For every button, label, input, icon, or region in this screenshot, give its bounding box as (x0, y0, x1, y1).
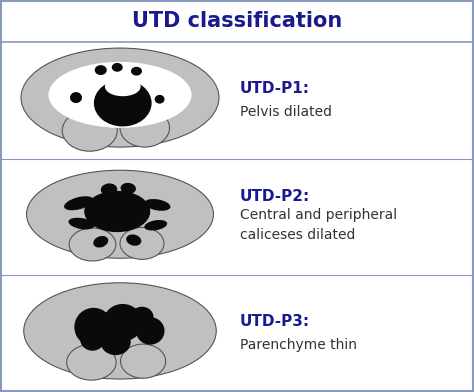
Ellipse shape (155, 95, 164, 103)
Ellipse shape (105, 77, 141, 96)
Ellipse shape (145, 199, 171, 211)
Ellipse shape (24, 283, 216, 379)
Ellipse shape (126, 234, 141, 246)
Ellipse shape (112, 63, 123, 72)
Ellipse shape (64, 196, 93, 210)
Ellipse shape (120, 109, 170, 147)
Ellipse shape (130, 307, 154, 328)
Ellipse shape (74, 308, 113, 346)
Ellipse shape (101, 183, 117, 196)
Ellipse shape (94, 80, 152, 127)
Ellipse shape (84, 191, 150, 232)
Ellipse shape (120, 183, 136, 194)
Text: UTD-P1:: UTD-P1: (240, 81, 310, 96)
Text: Pelvis dilated: Pelvis dilated (240, 105, 332, 119)
Ellipse shape (100, 329, 131, 355)
Text: caliceses dilated: caliceses dilated (240, 227, 356, 241)
Ellipse shape (21, 48, 219, 147)
Ellipse shape (80, 328, 105, 351)
Ellipse shape (145, 220, 167, 230)
Ellipse shape (103, 304, 143, 341)
Ellipse shape (48, 62, 191, 128)
Ellipse shape (95, 65, 107, 75)
Ellipse shape (93, 236, 108, 248)
Ellipse shape (62, 110, 117, 151)
Ellipse shape (67, 345, 116, 380)
Ellipse shape (68, 218, 94, 229)
Ellipse shape (136, 317, 164, 345)
Text: UTD classification: UTD classification (132, 11, 342, 31)
Ellipse shape (131, 67, 142, 76)
Ellipse shape (69, 228, 116, 261)
Ellipse shape (27, 170, 213, 258)
Ellipse shape (120, 227, 164, 260)
Text: UTD-P2:: UTD-P2: (240, 189, 310, 203)
Text: Central and peripheral: Central and peripheral (240, 208, 397, 221)
Text: Parenchyme thin: Parenchyme thin (240, 338, 357, 352)
Text: UTD-P3:: UTD-P3: (240, 314, 310, 330)
Ellipse shape (70, 92, 82, 103)
Ellipse shape (120, 344, 165, 378)
